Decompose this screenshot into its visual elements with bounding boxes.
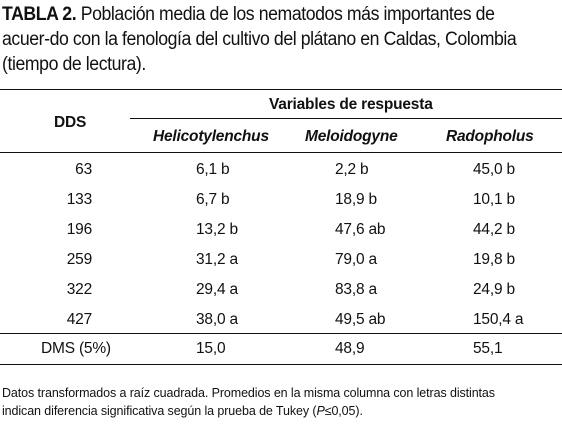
table-footnote: Datos transformados a raíz cuadrada. Pro… [2, 384, 558, 420]
dms-helicotylenchus: 15,0 [196, 340, 226, 357]
dms-label: DMS (5%) [41, 340, 111, 357]
dms-radopholus: 55,1 [473, 340, 503, 357]
table-cell: 18,9 b [335, 191, 377, 208]
table-cell: 150,4 a [473, 311, 524, 328]
table-cell: 45,0 b [473, 161, 515, 178]
table-cell: 6,1 b [196, 161, 230, 178]
group-rule [130, 118, 562, 119]
caption-label: TABLA 2. [2, 4, 77, 25]
table-cell: 47,6 ab [335, 221, 386, 238]
footer-rule [0, 333, 562, 334]
table-cell: 6,7 b [196, 191, 230, 208]
dds-value: 196 [66, 221, 92, 238]
table-cell: 24,9 b [473, 281, 515, 298]
table-cell: 31,2 a [196, 251, 238, 268]
table-cell: 49,5 ab [335, 311, 386, 328]
dds-value: 133 [66, 191, 92, 208]
table-cell: 19,8 b [473, 251, 515, 268]
header-rule [0, 152, 562, 153]
dds-header: DDS [54, 114, 87, 131]
footnote-line2-post: ≤0,05). [324, 404, 363, 418]
col-header-meloidogyne: Meloidogyne [305, 128, 398, 145]
footnote-line1: Datos transformados a raíz cuadrada. Pro… [2, 386, 495, 400]
table-cell: 10,1 b [473, 191, 515, 208]
col-header-radopholus: Radopholus [446, 128, 534, 145]
footnote-line2-pre: indican diferencia significativa según l… [2, 404, 317, 418]
table-cell: 29,4 a [196, 281, 238, 298]
table-cell: 2,2 b [335, 161, 369, 178]
dds-value: 427 [66, 311, 92, 328]
variables-header: Variables de respuesta [269, 96, 433, 113]
dds-value: 322 [66, 281, 92, 298]
top-rule [0, 89, 562, 90]
dds-value: 259 [66, 251, 92, 268]
col-header-helicotylenchus: Helicotylenchus [153, 128, 269, 145]
table-cell: 83,8 a [335, 281, 377, 298]
bottom-rule [0, 364, 562, 365]
table-cell: 79,0 a [335, 251, 377, 268]
table-cell: 13,2 b [196, 221, 238, 238]
caption-text: Población media de los nematodos más imp… [2, 4, 517, 75]
dms-meloidogyne: 48,9 [335, 340, 365, 357]
dds-value: 63 [75, 161, 92, 178]
table-cell: 38,0 a [196, 311, 238, 328]
table-cell: 44,2 b [473, 221, 515, 238]
footnote-p-symbol: P [316, 404, 325, 418]
table-caption: TABLA 2. Población media de los nematodo… [2, 2, 519, 77]
